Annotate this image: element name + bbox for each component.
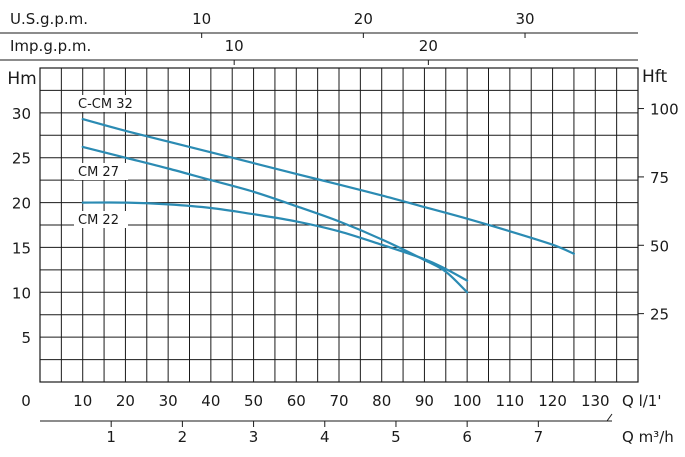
x-axis-label: Q l/1' xyxy=(622,392,661,410)
x-tick-label: 60 xyxy=(287,392,306,410)
series-line-2 xyxy=(81,201,469,282)
y-tick-label: 20 xyxy=(12,195,31,213)
series-line-1 xyxy=(81,145,469,294)
bottom-secondary-tick-label: 6 xyxy=(462,428,472,446)
series-label: CM 22 xyxy=(78,213,119,228)
bottom-secondary-axis-arrow xyxy=(606,413,613,422)
top-axis-label: U.S.g.p.m. xyxy=(10,10,88,28)
right-tick-label: 50 xyxy=(650,237,669,255)
x-tick-label: 20 xyxy=(116,392,135,410)
x-tick-label: 80 xyxy=(372,392,391,410)
series-label: CM 27 xyxy=(78,165,119,180)
right-axis-label: Hft xyxy=(642,67,667,87)
x-tick-label: 70 xyxy=(329,392,348,410)
x-tick-label: 10 xyxy=(73,392,92,410)
top-axis-tick-label: 10 xyxy=(225,37,244,55)
y-tick-label: 15 xyxy=(12,239,31,257)
series-label: C-CM 32 xyxy=(78,97,133,112)
y-tick-label: 10 xyxy=(12,284,31,302)
bottom-secondary-tick-label: 7 xyxy=(534,428,544,446)
bottom-secondary-axis-label: Q m³/h xyxy=(622,428,674,446)
x-tick-label: 40 xyxy=(201,392,220,410)
x-tick-label: 100 xyxy=(453,392,482,410)
x-tick-label: 50 xyxy=(244,392,263,410)
x-tick-label: 0 xyxy=(21,392,31,410)
right-tick-label: 100 xyxy=(650,101,679,119)
x-tick-label: 130 xyxy=(581,392,610,410)
plot-frame xyxy=(39,67,639,383)
series-label-background xyxy=(74,211,128,228)
x-tick-label: 90 xyxy=(415,392,434,410)
right-tick-label: 75 xyxy=(650,169,669,187)
bottom-secondary-tick-label: 3 xyxy=(249,428,259,446)
bottom-secondary-tick-label: 4 xyxy=(320,428,330,446)
bottom-secondary-tick-label: 1 xyxy=(106,428,116,446)
y-axis-label: Hm xyxy=(7,69,36,89)
top-axis-tick-label: 20 xyxy=(419,37,438,55)
series-label-background xyxy=(74,163,128,180)
axes xyxy=(0,32,644,427)
x-tick-label: 30 xyxy=(159,392,178,410)
y-tick-label: 30 xyxy=(12,105,31,123)
y-tick-label: 5 xyxy=(21,329,31,347)
bottom-secondary-tick-label: 5 xyxy=(391,428,401,446)
y-tick-label: 25 xyxy=(12,150,31,168)
series-label-background xyxy=(74,95,140,112)
top-axis-tick-label: 20 xyxy=(354,10,373,28)
right-tick-label: 25 xyxy=(650,306,669,324)
grid xyxy=(39,67,639,383)
bottom-secondary-tick-label: 2 xyxy=(178,428,188,446)
top-axis-label: Imp.g.p.m. xyxy=(10,37,91,55)
top-axis-tick-label: 30 xyxy=(515,10,534,28)
x-tick-label: 110 xyxy=(496,392,525,410)
curves xyxy=(81,118,575,294)
series-line-0 xyxy=(81,118,575,255)
x-tick-label: 120 xyxy=(538,392,567,410)
top-axis-tick-label: 10 xyxy=(192,10,211,28)
